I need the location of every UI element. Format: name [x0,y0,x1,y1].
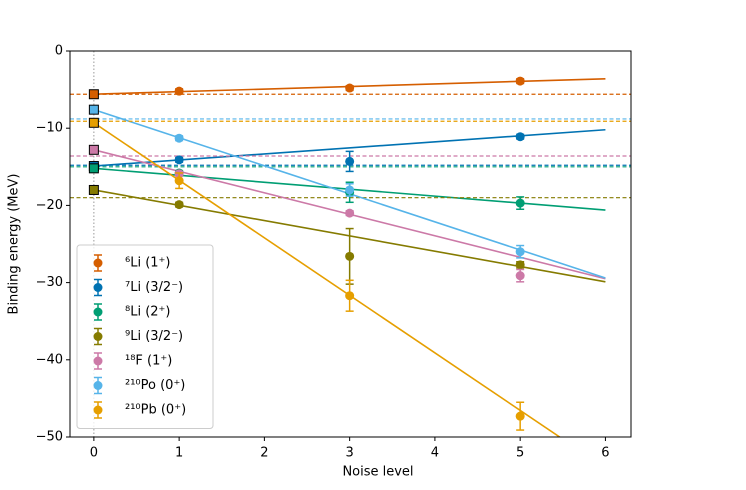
point [345,251,355,261]
legend-marker [93,405,103,415]
extrapolated-point [88,89,99,100]
point [345,208,355,218]
legend-marker [93,356,103,366]
point [345,291,355,301]
point [515,271,525,281]
point [515,132,525,142]
y-axis-label: Binding energy (MeV) [7,174,22,315]
legend-marker [93,307,103,317]
x-axis-label: Noise level [342,465,413,480]
point [515,198,525,208]
legend-label: ⁷Li (3/2⁻) [125,280,183,295]
point [345,185,355,195]
legend-marker [93,283,103,292]
extrapolated-point [88,104,99,115]
x-tick-label: 3 [346,446,354,461]
x-tick-label: 6 [601,446,609,461]
point [345,156,355,166]
point [345,83,355,93]
point [515,76,525,86]
legend-box [76,244,214,429]
legend-label: ²¹⁰Pb (0⁺) [125,403,186,418]
x-tick-label: 4 [431,446,439,461]
legend-label: ²¹⁰Po (0⁺) [125,378,185,393]
plot-area [70,51,631,437]
y-tick-label: −50 [36,430,63,445]
legend-marker [93,381,103,390]
y-tick-label: −20 [36,198,63,213]
y-tick-label: −30 [36,275,63,290]
x-tick-label: 0 [90,446,98,461]
point [174,86,184,96]
point [174,200,184,210]
point [174,133,184,143]
x-tick-label: 2 [260,446,268,461]
legend-marker [93,258,103,268]
extrapolated-point [88,144,99,155]
legend-label: ⁶Li (1⁺) [125,256,170,271]
legend-label: ⁸Li (2⁺) [125,305,170,320]
point [515,260,525,270]
extrapolated-point [88,117,99,128]
legend-label: ⁹Li (3/2⁻) [125,329,183,344]
y-tick-label: 0 [55,44,63,59]
point [174,176,184,186]
point [515,411,525,421]
y-tick-label: −10 [36,121,63,136]
y-tick-label: −40 [36,352,63,367]
legend-marker [93,332,103,341]
point [174,155,184,165]
x-tick-label: 5 [516,446,524,461]
plot-frame [69,50,632,438]
point [515,247,525,257]
extrapolated-point [88,163,99,174]
x-tick-label: 1 [175,446,183,461]
legend-label: ¹⁸F (1⁺) [125,354,172,369]
extrapolated-point [88,184,99,195]
